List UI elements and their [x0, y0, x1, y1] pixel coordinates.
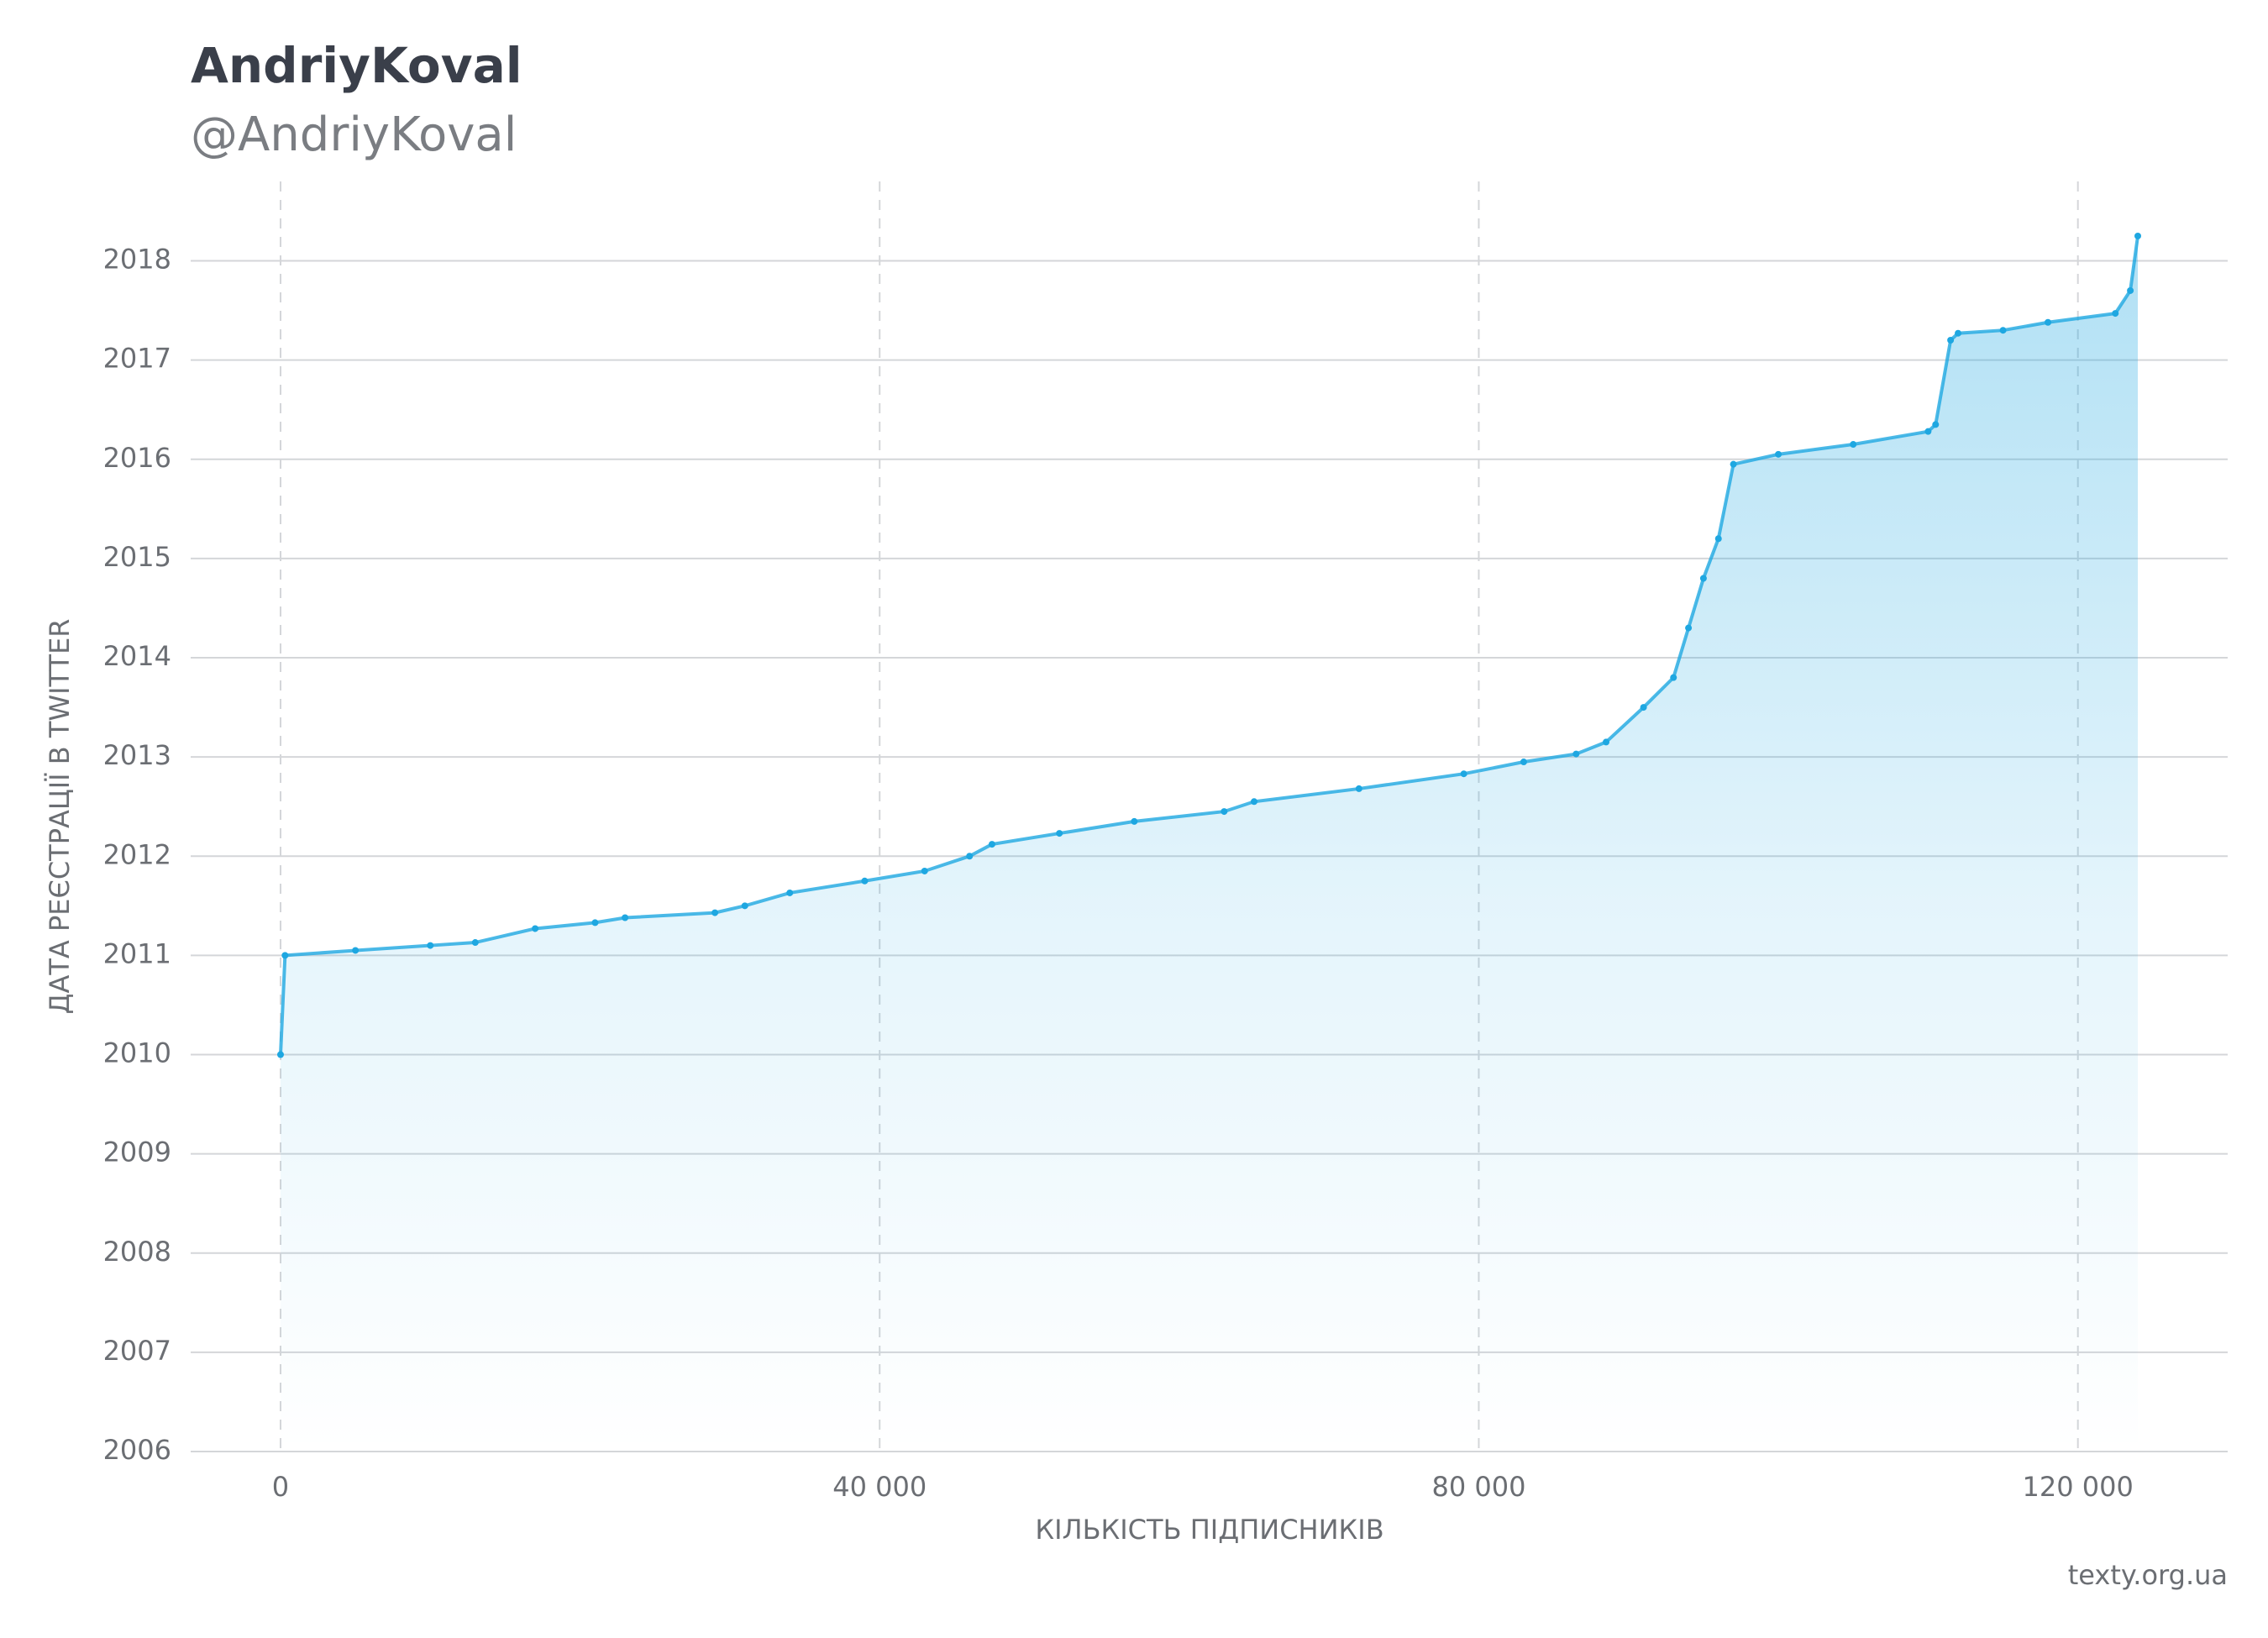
- point: [1250, 798, 1257, 806]
- point: [1131, 817, 1138, 825]
- point: [2134, 232, 2142, 239]
- point: [1603, 738, 1610, 746]
- x-tick-label: 80 000: [1431, 1471, 1525, 1503]
- point: [1999, 327, 2007, 334]
- point: [1520, 759, 1527, 766]
- x-axis-label: КІЛЬКІСТЬ ПІДПИСНИКІВ: [1035, 1514, 1383, 1546]
- point: [622, 914, 629, 921]
- point: [2127, 286, 2134, 294]
- point: [427, 942, 434, 949]
- point: [966, 853, 974, 860]
- point: [1924, 428, 1932, 435]
- point: [352, 947, 360, 954]
- point: [1947, 337, 1955, 344]
- point: [276, 1051, 284, 1058]
- point: [281, 952, 289, 959]
- point-cloud: [280, 235, 2139, 1452]
- point: [471, 939, 479, 947]
- chart-title: AndriyKoval: [191, 37, 522, 94]
- y-axis-label: ДАТА РЕЄСТРАЦІЇ В TWITTER: [44, 618, 76, 1014]
- point: [1699, 575, 1707, 582]
- point: [1685, 624, 1693, 632]
- y-tick-label: 2016: [103, 442, 171, 474]
- point: [1221, 808, 1228, 816]
- y-tick-label: 2017: [103, 343, 171, 375]
- point: [786, 889, 794, 896]
- y-tick-label: 2013: [103, 739, 171, 771]
- point: [532, 925, 539, 932]
- x-tick-label: 40 000: [832, 1471, 927, 1503]
- chart-subtitle: @AndriyKoval: [191, 108, 517, 162]
- y-tick-label: 2011: [103, 937, 171, 969]
- point: [591, 919, 599, 927]
- y-tick-label: 2014: [103, 640, 171, 672]
- point: [861, 877, 869, 885]
- point: [1932, 421, 1940, 428]
- point: [2112, 310, 2119, 318]
- point: [711, 909, 719, 916]
- point: [921, 867, 928, 874]
- point: [1056, 830, 1063, 837]
- point: [1955, 329, 1962, 337]
- point: [2045, 318, 2052, 326]
- point: [1850, 441, 1857, 449]
- point: [1460, 770, 1467, 778]
- point: [1355, 785, 1362, 792]
- y-tick-label: 2012: [103, 838, 171, 870]
- point: [1730, 460, 1737, 468]
- y-tick-label: 2007: [103, 1335, 171, 1367]
- y-tick-label: 2018: [103, 244, 171, 276]
- point: [741, 902, 748, 910]
- point: [1775, 450, 1782, 458]
- y-tick-label: 2009: [103, 1137, 171, 1168]
- point: [1572, 750, 1580, 758]
- y-tick-label: 2008: [103, 1236, 171, 1268]
- x-tick-label: 120 000: [2023, 1471, 2134, 1503]
- point: [1670, 674, 1677, 681]
- point: [1714, 535, 1722, 543]
- y-tick-label: 2006: [103, 1434, 171, 1466]
- source: texty.org.ua: [2068, 1559, 2228, 1591]
- point: [988, 841, 995, 848]
- y-tick-label: 2010: [103, 1037, 171, 1069]
- point: [1640, 704, 1647, 711]
- x-tick-label: 0: [272, 1471, 289, 1503]
- y-tick-label: 2015: [103, 541, 171, 573]
